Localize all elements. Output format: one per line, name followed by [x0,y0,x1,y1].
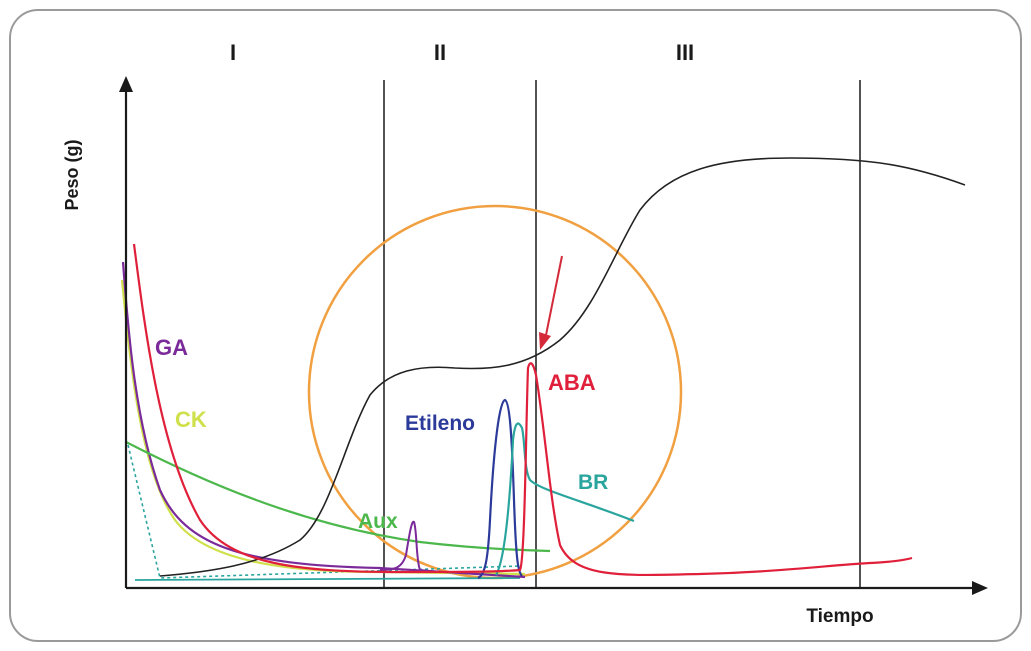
ga-label: GA [155,335,188,360]
x-axis-label: Tiempo [806,606,873,627]
y-axis-label: Peso (g) [62,139,82,210]
arrow-head [539,332,551,350]
ck-curve [120,279,526,576]
aux-label: Aux [358,510,398,533]
etileno-label: Etileno [405,412,475,435]
diagram-frame [9,9,1022,642]
br-label: BR [578,471,608,494]
weight-curve [159,157,966,577]
baseline-teal-curve [134,577,521,581]
ck-label: CK [175,407,207,432]
phase-label-3: III [676,40,694,65]
aba-curve [132,243,913,577]
aux-peak [379,520,441,573]
arrow-line [544,255,563,341]
phase-label-1: I [230,40,236,65]
x-axis-arrow [972,581,988,595]
etileno-curve [477,398,523,580]
aba-label: ABA [548,370,596,395]
ga-curve [121,261,526,579]
y-axis-arrow [119,76,133,92]
br-curve [495,422,635,576]
phase-label-2: II [434,40,446,65]
